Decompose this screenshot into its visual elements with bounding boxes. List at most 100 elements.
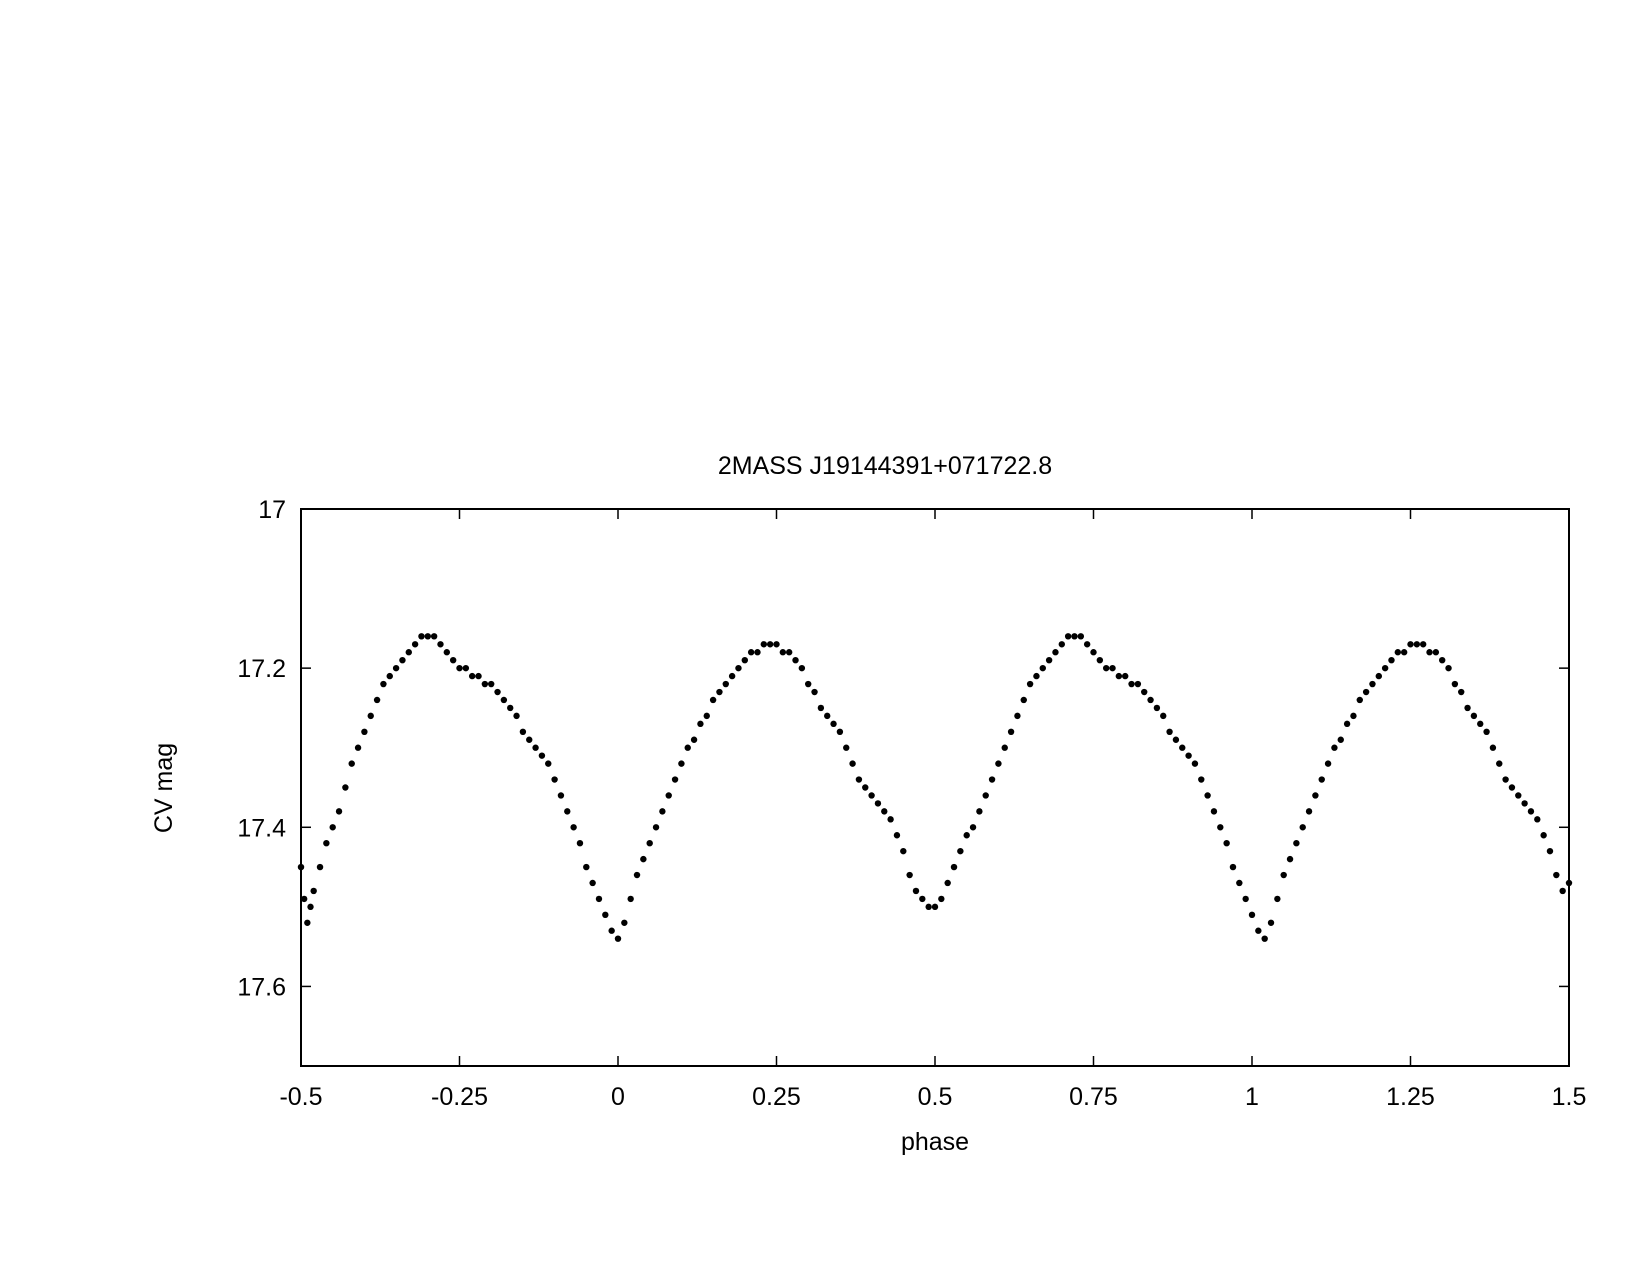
data-point bbox=[595, 895, 603, 903]
data-point bbox=[1343, 720, 1351, 728]
data-point bbox=[785, 649, 793, 656]
data-point bbox=[1356, 696, 1363, 704]
data-point bbox=[1546, 847, 1554, 855]
data-point bbox=[640, 855, 647, 863]
data-point bbox=[335, 808, 343, 815]
data-point bbox=[310, 887, 317, 895]
plot-frame bbox=[300, 508, 1570, 1067]
data-point bbox=[957, 847, 964, 855]
data-point bbox=[995, 760, 1002, 767]
data-point bbox=[494, 688, 501, 696]
data-point bbox=[526, 736, 533, 743]
data-point bbox=[1324, 760, 1332, 767]
data-point bbox=[1020, 696, 1027, 704]
data-point bbox=[532, 744, 539, 751]
data-point bbox=[697, 720, 704, 728]
data-point bbox=[1109, 664, 1116, 672]
data-point bbox=[1362, 688, 1370, 696]
data-point bbox=[430, 633, 438, 640]
data-point bbox=[919, 895, 926, 903]
data-point bbox=[437, 641, 444, 648]
data-point bbox=[1521, 800, 1528, 807]
data-point bbox=[912, 887, 920, 895]
data-point bbox=[576, 840, 584, 847]
data-point bbox=[488, 680, 495, 688]
data-point bbox=[773, 641, 780, 648]
data-point bbox=[367, 712, 374, 720]
data-point bbox=[1058, 641, 1066, 648]
data-point bbox=[735, 664, 742, 672]
data-point bbox=[329, 824, 336, 831]
data-point bbox=[1350, 712, 1357, 720]
data-point bbox=[906, 871, 913, 879]
data-point bbox=[1141, 688, 1148, 696]
data-point bbox=[1534, 816, 1541, 823]
data-point bbox=[1172, 736, 1180, 743]
data-point bbox=[1515, 792, 1522, 799]
data-point bbox=[1407, 641, 1414, 648]
data-point bbox=[519, 728, 527, 735]
data-point bbox=[1115, 672, 1123, 680]
data-point bbox=[507, 704, 514, 712]
data-point bbox=[1464, 704, 1471, 712]
data-point bbox=[386, 672, 393, 680]
data-point bbox=[443, 649, 451, 656]
data-point bbox=[1331, 744, 1338, 751]
data-point bbox=[1369, 680, 1376, 688]
data-point bbox=[747, 649, 755, 656]
data-point bbox=[760, 641, 768, 648]
data-point bbox=[1236, 879, 1243, 887]
data-point bbox=[684, 744, 691, 751]
data-point bbox=[1400, 649, 1408, 656]
data-point bbox=[627, 895, 634, 903]
data-point bbox=[1223, 840, 1230, 847]
data-point bbox=[862, 784, 869, 791]
data-points bbox=[297, 633, 1573, 942]
data-point bbox=[690, 736, 698, 743]
data-point bbox=[1394, 649, 1402, 656]
data-point bbox=[1014, 712, 1021, 720]
data-point bbox=[703, 712, 710, 720]
x-tick-label: 1.5 bbox=[1552, 1083, 1587, 1111]
data-point bbox=[798, 664, 806, 672]
data-point bbox=[1286, 855, 1294, 863]
data-point bbox=[1229, 863, 1237, 871]
data-point bbox=[963, 832, 970, 839]
data-point bbox=[900, 847, 907, 855]
data-point bbox=[304, 919, 311, 926]
data-point bbox=[1242, 895, 1249, 903]
data-point bbox=[348, 760, 355, 767]
data-point bbox=[976, 808, 983, 815]
data-point bbox=[380, 680, 387, 688]
data-point bbox=[1204, 792, 1211, 799]
data-point bbox=[307, 903, 314, 911]
data-point bbox=[405, 649, 412, 656]
data-point bbox=[297, 863, 305, 871]
data-point bbox=[849, 760, 856, 767]
data-point bbox=[551, 776, 558, 783]
data-point bbox=[811, 688, 818, 696]
data-point bbox=[1439, 656, 1446, 664]
data-point bbox=[1540, 832, 1547, 839]
data-point bbox=[1185, 752, 1192, 759]
data-point bbox=[709, 696, 717, 704]
data-point bbox=[1426, 649, 1433, 656]
data-point bbox=[931, 903, 939, 911]
data-point bbox=[589, 879, 596, 887]
data-point bbox=[564, 808, 571, 815]
y-tick-label: 17.2 bbox=[237, 655, 286, 683]
x-tick-label: -0.25 bbox=[431, 1083, 488, 1111]
x-tick-label: 0 bbox=[611, 1083, 625, 1111]
data-point bbox=[1299, 824, 1306, 831]
data-point bbox=[1071, 633, 1078, 640]
data-point bbox=[424, 633, 431, 640]
data-point bbox=[1045, 656, 1053, 664]
data-point bbox=[1470, 712, 1478, 720]
x-tick-label: 0.25 bbox=[752, 1083, 801, 1111]
data-point bbox=[1527, 808, 1535, 815]
data-point bbox=[583, 863, 590, 871]
data-point bbox=[716, 688, 723, 696]
data-point bbox=[1033, 672, 1040, 680]
x-axis: -0.5 -0.25 0 0.25 0.5 0.75 1 1.25 1.5 bbox=[279, 509, 1586, 1111]
data-point bbox=[1134, 680, 1142, 688]
